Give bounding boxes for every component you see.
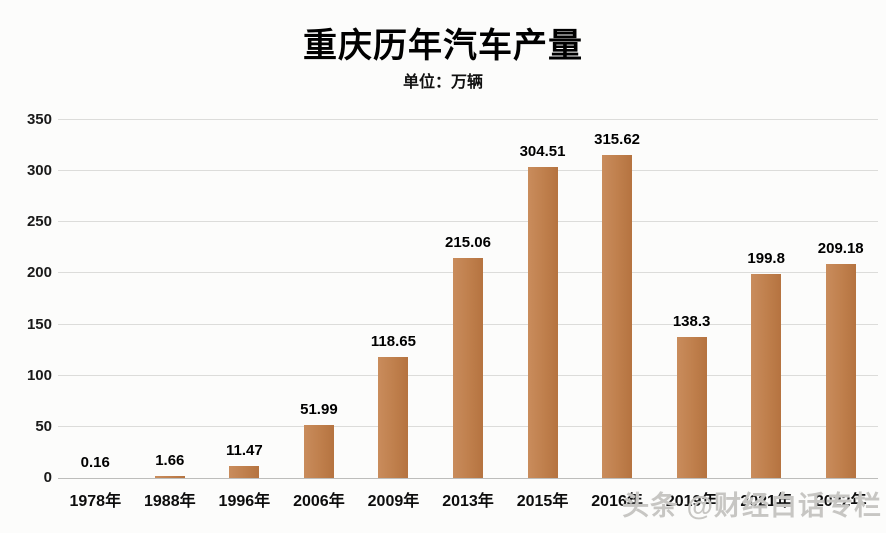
x-axis-label: 2022年 [814, 493, 867, 510]
bar [154, 476, 185, 478]
y-axis-label: 50 [35, 417, 52, 435]
chart-title: 重庆历年汽车产量 [303, 27, 583, 65]
y-axis-label: 150 [26, 315, 52, 333]
x-axis-label: 2019年 [665, 493, 718, 510]
bar [676, 336, 707, 478]
bar-value-label: 118.65 [370, 332, 416, 350]
bar-value-label: 11.47 [226, 442, 263, 460]
bar [303, 424, 334, 478]
bar [378, 356, 409, 478]
bar-value-label: 199.8 [747, 249, 785, 267]
bar-value-label: 315.62 [594, 131, 641, 149]
bar-value-label: 138.3 [672, 312, 711, 330]
watermark: 头条 @财经白话专栏 [622, 491, 882, 521]
bar [825, 264, 856, 478]
x-axis-label: 2015年 [516, 493, 569, 510]
gridline [58, 170, 878, 172]
bar-value-label: 51.99 [300, 400, 338, 418]
bar-value-label: 215.06 [445, 234, 491, 252]
chart-subtitle: 单位：万辆 [402, 74, 483, 91]
bar-value-label: 304.51 [519, 142, 566, 160]
x-axis-label: 2006年 [293, 493, 345, 510]
plot-area: 0 50 100 150 200 250 300 350 0.16 1978年 1.66 1988年 1… [27, 111, 878, 510]
x-axis-line [58, 478, 878, 479]
y-axis-label: 350 [26, 111, 52, 128]
bar-value-label: 209.18 [817, 240, 864, 258]
y-axis-label: 100 [26, 366, 52, 384]
bar-value-label: 0.16 [80, 453, 110, 471]
x-axis-label: 1988年 [144, 493, 196, 510]
y-axis-label: 250 [26, 213, 52, 231]
x-axis-label: 2016年 [591, 493, 643, 510]
x-axis-label: 1996年 [218, 493, 271, 510]
x-axis-label: 2009年 [367, 493, 420, 510]
bar [602, 155, 633, 478]
y-axis-label: 0 [43, 469, 52, 486]
x-axis-label: 2021年 [740, 493, 792, 510]
bar [229, 466, 260, 478]
gridline [58, 221, 878, 223]
y-axis-label: 200 [26, 264, 52, 282]
bar [453, 258, 483, 478]
x-axis-label: 2013年 [442, 493, 494, 510]
bar-value-label: 1.66 [155, 452, 185, 470]
x-axis-label: 1978年 [69, 493, 122, 510]
bar [751, 273, 782, 478]
bar [527, 166, 558, 478]
y-axis-label: 300 [26, 162, 52, 180]
gridline [58, 119, 878, 120]
